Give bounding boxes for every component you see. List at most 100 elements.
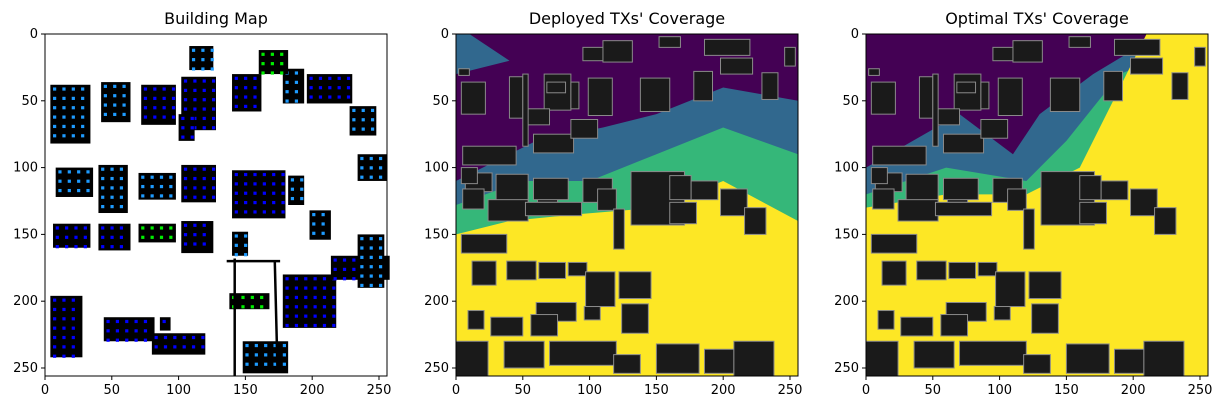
receiver-point — [159, 235, 164, 239]
building-footprint — [1068, 36, 1091, 48]
receiver-point — [281, 191, 285, 195]
building-footprint — [993, 306, 1011, 321]
receiver-point — [333, 258, 337, 262]
building-footprint — [455, 340, 489, 377]
x-tick-label: 100 — [987, 383, 1012, 398]
receiver-point — [211, 176, 216, 181]
building-footprint — [980, 81, 990, 110]
x-tick-label: 250 — [367, 383, 392, 398]
receiver-point — [282, 353, 286, 357]
receiver-point — [163, 335, 168, 340]
receiver-point — [346, 95, 351, 99]
receiver-point — [234, 104, 238, 109]
receiver-point — [201, 345, 205, 349]
receiver-point — [106, 329, 110, 333]
receiver-point — [254, 343, 258, 348]
receiver-point — [53, 87, 57, 91]
y-tick-label: 250 — [13, 361, 38, 376]
receiver-point — [81, 134, 85, 138]
receiver-point — [83, 226, 87, 230]
receiver-point — [193, 233, 197, 237]
receiver-point — [337, 86, 341, 90]
axes-frame — [865, 33, 1209, 377]
building-footprint — [900, 316, 934, 337]
panel-title: Optimal TXs' Coverage — [945, 9, 1129, 28]
building-block — [282, 68, 305, 104]
receiver-point — [285, 80, 289, 84]
receiver-point — [318, 76, 323, 80]
receiver-point — [193, 98, 197, 102]
y-tick-label: 0 — [851, 27, 859, 42]
receiver-point — [183, 176, 188, 181]
building-footprint — [1130, 188, 1158, 217]
receiver-point — [191, 48, 196, 52]
receiver-point — [370, 108, 375, 113]
building-footprint — [865, 340, 899, 377]
receiver-point — [361, 108, 365, 113]
building-footprint — [934, 108, 961, 126]
receiver-point — [253, 95, 257, 99]
y-tick-label: 150 — [834, 227, 859, 242]
receiver-point — [378, 265, 383, 269]
receiver-point — [211, 79, 216, 83]
building-footprint — [1143, 340, 1185, 377]
building-footprint — [1100, 180, 1129, 201]
x-tick-label: 50 — [104, 383, 121, 398]
receiver-point — [360, 255, 364, 259]
receiver-point — [53, 307, 57, 312]
receiver-point — [244, 210, 248, 214]
receiver-point — [143, 106, 148, 110]
building-footprint — [942, 177, 979, 201]
receiver-point — [234, 95, 238, 99]
receiver-point — [352, 277, 356, 281]
receiver-point — [150, 184, 154, 189]
receiver-point — [65, 226, 69, 230]
receiver-point — [378, 255, 383, 259]
building-footprint — [1130, 57, 1164, 75]
receiver-point — [210, 48, 214, 52]
receiver-point — [122, 84, 126, 88]
building-footprint — [583, 306, 601, 321]
receiver-point — [190, 135, 194, 139]
receiver-point — [113, 112, 117, 117]
receiver-point — [181, 135, 185, 139]
receiver-point — [183, 186, 188, 190]
receiver-point — [253, 200, 257, 205]
receiver-point — [65, 235, 69, 239]
receiver-point — [261, 52, 265, 56]
building-footprint — [784, 46, 796, 67]
receiver-point — [81, 87, 85, 91]
receiver-point — [244, 182, 248, 186]
receiver-point — [134, 338, 138, 342]
receiver-point — [143, 96, 148, 100]
receiver-point — [378, 166, 383, 170]
receiver-point — [67, 170, 71, 174]
receiver-point — [58, 179, 62, 183]
building-block — [151, 333, 206, 355]
receiver-point — [202, 79, 206, 83]
receiver-point — [202, 126, 206, 130]
receiver-point — [134, 319, 138, 324]
x-tick-label: 150 — [1054, 383, 1079, 398]
receiver-point — [201, 48, 205, 52]
receiver-point — [53, 134, 57, 138]
receiver-point — [312, 213, 316, 217]
receiver-point — [113, 84, 117, 88]
receiver-point — [62, 345, 66, 349]
receiver-point — [211, 98, 216, 102]
receiver-point — [285, 286, 289, 290]
receiver-point — [169, 184, 173, 189]
building-footprint — [567, 261, 588, 277]
receiver-point — [150, 226, 154, 230]
receiver-point — [77, 179, 81, 183]
building-footprint — [959, 340, 1027, 366]
receiver-point — [378, 283, 383, 288]
building-footprint — [690, 180, 719, 201]
building-footprint — [1113, 38, 1161, 56]
receiver-point — [234, 210, 238, 214]
receiver-point — [244, 172, 248, 177]
receiver-point — [162, 106, 166, 110]
building-block — [138, 223, 176, 243]
receiver-point — [290, 178, 295, 182]
receiver-point — [294, 277, 299, 281]
